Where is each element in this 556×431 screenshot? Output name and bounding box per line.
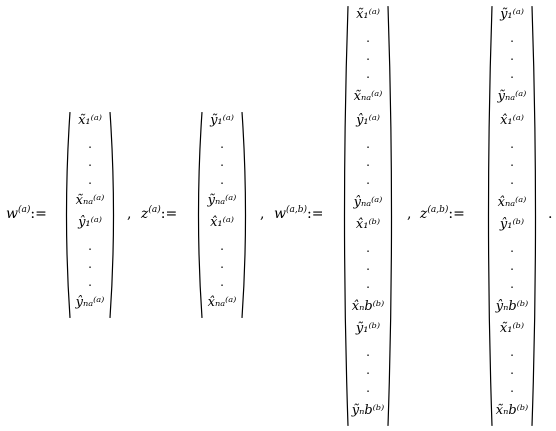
vector-entry: x̃ₙb⁽ᵇ⁾ xyxy=(495,403,529,418)
vector-z-a: ỹ₁⁽ᵃ⁾ . . . ỹₙₐ⁽ᵃ⁾ x̂₁⁽ᵃ⁾ . . . x̂ₙₐ⁽ᵃ⁾ xyxy=(194,110,250,320)
period: . xyxy=(548,206,553,222)
lhs-z-ab: z(a,b):= xyxy=(420,205,465,222)
vector-entry: x̃ₙₐ⁽ᵃ⁾ xyxy=(353,89,383,104)
vector-entry: x̂ₙₐ⁽ᵃ⁾ xyxy=(497,195,527,210)
vector-entry: x̂ₙb⁽ᵇ⁾ xyxy=(351,299,385,314)
lhs-var: w xyxy=(274,206,286,222)
lhs-w-a: w(a):= xyxy=(6,205,47,222)
vector-entry: ŷ₁⁽ᵇ⁾ xyxy=(499,217,525,232)
vector-entry: ŷₙₐ⁽ᵃ⁾ xyxy=(75,295,105,310)
right-paren xyxy=(530,4,540,428)
left-paren xyxy=(62,110,72,320)
lhs-var: w xyxy=(6,206,18,222)
separator: , xyxy=(407,206,412,222)
vector-entry: ŷ₁⁽ᵃ⁾ xyxy=(356,113,380,128)
vector-entry: ŷ₁⁽ᵃ⁾ xyxy=(78,215,102,230)
vector-entry: ŷₙb⁽ᵇ⁾ xyxy=(495,299,529,314)
right-paren xyxy=(108,110,118,320)
vector-entry: ỹₙₐ⁽ᵃ⁾ xyxy=(207,193,237,208)
lhs-op: := xyxy=(307,206,324,222)
right-paren xyxy=(386,4,396,428)
left-paren xyxy=(194,110,204,320)
lhs-sup: (a,b) xyxy=(285,205,307,215)
vector-w-a: x̃₁⁽ᵃ⁾ . . . x̃ₙₐ⁽ᵃ⁾ ŷ₁⁽ᵃ⁾ . . . ŷₙₐ⁽ᵃ⁾ xyxy=(62,110,118,320)
vector-entry: ỹₙₐ⁽ᵃ⁾ xyxy=(497,89,527,104)
lhs-w-ab: w(a,b):= xyxy=(274,205,324,222)
lhs-z-a: z(a):= xyxy=(141,205,178,222)
separator: , xyxy=(127,206,132,222)
vector-entry: ỹ₁⁽ᵃ⁾ xyxy=(210,113,234,128)
vector-entry: x̂₁⁽ᵃ⁾ xyxy=(500,113,524,128)
vector-entry: x̂₁⁽ᵇ⁾ xyxy=(355,217,381,232)
vector-w-ab: x̃₁⁽ᵃ⁾ . . . x̃ₙₐ⁽ᵃ⁾ ŷ₁⁽ᵃ⁾ . . . ŷₙₐ⁽ᵃ⁾ … xyxy=(340,4,396,428)
lhs-sup: (a) xyxy=(148,205,161,215)
right-paren xyxy=(240,110,250,320)
left-paren xyxy=(340,4,350,428)
vector-entry: ỹ₁⁽ᵇ⁾ xyxy=(355,321,381,336)
lhs-sup: (a) xyxy=(17,205,31,215)
lhs-var: z xyxy=(141,206,149,222)
left-paren xyxy=(484,4,494,428)
lhs-op: := xyxy=(448,206,465,222)
lhs-op: := xyxy=(160,206,178,222)
vector-z-ab: ỹ₁⁽ᵃ⁾ . . . ỹₙₐ⁽ᵃ⁾ x̂₁⁽ᵃ⁾ . . . x̂ₙₐ⁽ᵃ⁾ … xyxy=(484,4,540,428)
lhs-sup: (a,b) xyxy=(427,205,449,215)
vector-entry: x̃₁⁽ᵃ⁾ xyxy=(356,7,380,22)
vector-entry: ỹ₁⁽ᵃ⁾ xyxy=(500,7,524,22)
vector-entry: ỹₙb⁽ᵇ⁾ xyxy=(351,403,385,418)
separator: , xyxy=(260,206,265,222)
vector-entry: x̃ₙₐ⁽ᵃ⁾ xyxy=(75,193,105,208)
lhs-var: z xyxy=(420,206,428,222)
vector-entry: x̂ₙₐ⁽ᵃ⁾ xyxy=(207,295,237,310)
vector-entry: x̃₁⁽ᵇ⁾ xyxy=(499,321,525,336)
lhs-op: := xyxy=(30,206,47,222)
vector-entry: x̂₁⁽ᵃ⁾ xyxy=(210,215,234,230)
vector-entry: ŷₙₐ⁽ᵃ⁾ xyxy=(353,195,383,210)
vector-entry: x̃₁⁽ᵃ⁾ xyxy=(78,113,102,128)
